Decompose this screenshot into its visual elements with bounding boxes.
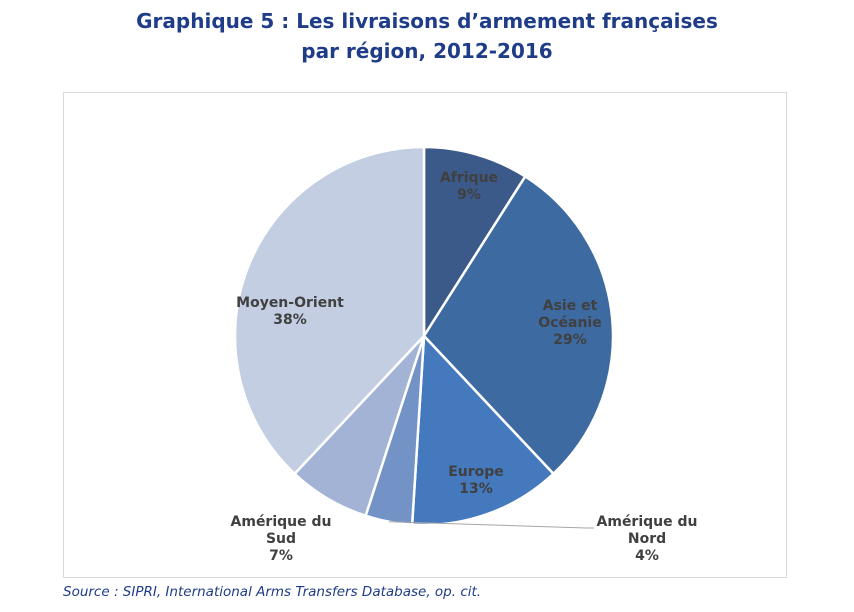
pie-label-value: 4%	[635, 548, 659, 564]
chart-frame	[63, 92, 787, 578]
pie-label-value: 13%	[459, 481, 493, 497]
pie-label-afrique: Afrique 9%	[440, 170, 498, 203]
pie-label-name: Amérique du	[597, 514, 698, 530]
source-note: Source : SIPRI, International Arms Trans…	[63, 584, 482, 600]
pie-label-name: Europe	[448, 464, 504, 480]
pie-labels: Afrique 9% Asie et Océanie 29% Europe 13% Améri…	[231, 170, 698, 564]
pie-label-amerique-du-nord: Amérique du Nord 4%	[597, 514, 698, 564]
pie-label-name: Nord	[628, 531, 666, 547]
pie-label-asie-et-oceanie: Asie et Océanie 29%	[538, 298, 601, 348]
pie-label-name: Amérique du	[231, 514, 332, 530]
pie-label-amerique-du-sud: Amérique du Sud 7%	[231, 514, 332, 564]
pie-label-moyen-orient: Moyen-Orient 38%	[236, 295, 344, 328]
pie-label-europe: Europe 13%	[448, 464, 504, 497]
pie-label-name: Moyen-Orient	[236, 295, 344, 311]
pie-label-name: Asie et	[543, 298, 598, 314]
chart-title-line-1: Graphique 5 : Les livraisons d’armement …	[136, 9, 718, 33]
pie-label-name: Afrique	[440, 170, 498, 186]
pie-label-value: 9%	[457, 187, 481, 203]
pie-leader-line-amerique-du-nord	[388, 521, 594, 529]
pie-label-name: Océanie	[538, 315, 601, 331]
pie-slices	[233, 145, 615, 527]
pie-slice-asie-et-oceanie	[422, 175, 615, 476]
chart-title-line-2: par région, 2012-2016	[301, 39, 553, 63]
pie-label-value: 7%	[269, 548, 293, 564]
pie-label-value: 29%	[553, 332, 587, 348]
pie-leader-lines	[388, 521, 594, 529]
pie-slice-europe	[410, 334, 555, 527]
pie-label-name: Sud	[266, 531, 296, 547]
pie-slice-moyen-orient	[233, 145, 426, 476]
pie-slice-afrique	[422, 145, 527, 338]
chart-title: Graphique 5 : Les livraisons d’armement …	[0, 6, 854, 66]
pie-label-value: 38%	[273, 312, 307, 328]
